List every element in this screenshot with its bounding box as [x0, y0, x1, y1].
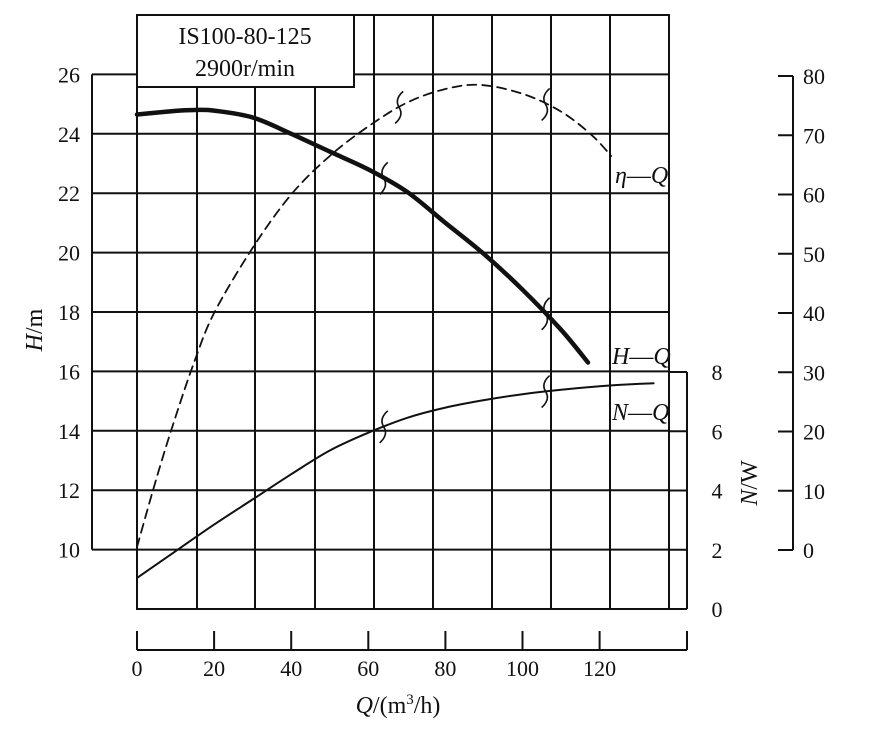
q-tick-label: 80	[434, 656, 456, 681]
n-q-curve	[136, 382, 655, 579]
h-tick-label: 14	[58, 419, 80, 444]
h-tick-label: 12	[58, 478, 80, 503]
eta-tick-label: 60	[803, 183, 825, 208]
eta-tick-label: 20	[803, 420, 825, 445]
n-q-label: N—Q	[611, 400, 669, 426]
eta-tick-label: 40	[803, 301, 825, 326]
eta-q-label: η—Q	[615, 163, 668, 189]
curves	[134, 83, 655, 579]
eta-q-curve	[136, 83, 613, 548]
h-tick-label: 16	[58, 359, 80, 384]
break-mark	[541, 374, 551, 409]
h-q-label: H—Q	[611, 344, 671, 370]
h-q-curve	[134, 107, 591, 365]
q-tick-label: 100	[506, 656, 539, 681]
title-line-1: IS100-80-125	[178, 24, 311, 50]
title-box: IS100-80-125 2900r/min	[136, 14, 355, 88]
q-tick-label: 20	[203, 656, 225, 681]
break-mark	[379, 410, 389, 444]
break-marks	[379, 87, 551, 444]
h-tick-label: 10	[58, 538, 80, 563]
eta-tick-label: 50	[803, 242, 825, 267]
break-mark	[379, 161, 389, 195]
h-tick-label: 24	[58, 122, 80, 147]
n-tick-label: 6	[712, 419, 723, 444]
q-tick-label: 120	[583, 656, 616, 681]
h-tick-label: 22	[58, 181, 80, 206]
h-tick-label: 18	[58, 300, 80, 325]
n-tick-label: 0	[712, 597, 723, 622]
eta-tick-label: 0	[803, 538, 814, 563]
q-tick-label: 40	[280, 656, 302, 681]
n-tick-label: 4	[712, 479, 723, 504]
x-axis-title: Q/(m3/h)	[356, 692, 441, 719]
q-tick-label: 0	[132, 656, 143, 681]
n-tick-label: 2	[712, 538, 723, 563]
y-axis-title-h: H/m	[22, 308, 48, 352]
title-line-2: 2900r/min	[195, 56, 295, 82]
axes	[91, 73, 794, 651]
eta-tick-label: 80	[803, 64, 825, 89]
break-mark	[541, 297, 551, 331]
n-tick-label: 8	[712, 360, 723, 385]
tick-labels: 1012141618202224260102030405060708002468…	[58, 62, 825, 681]
y-axis-title-n: N/W	[737, 460, 763, 507]
eta-tick-label: 10	[803, 479, 825, 504]
eta-tick-label: 70	[803, 123, 825, 148]
eta-tick-label: 30	[803, 360, 825, 385]
q-tick-label: 60	[357, 656, 379, 681]
break-mark	[541, 87, 551, 122]
h-tick-label: 26	[58, 62, 80, 87]
h-tick-label: 20	[58, 241, 80, 266]
break-mark	[394, 90, 404, 124]
